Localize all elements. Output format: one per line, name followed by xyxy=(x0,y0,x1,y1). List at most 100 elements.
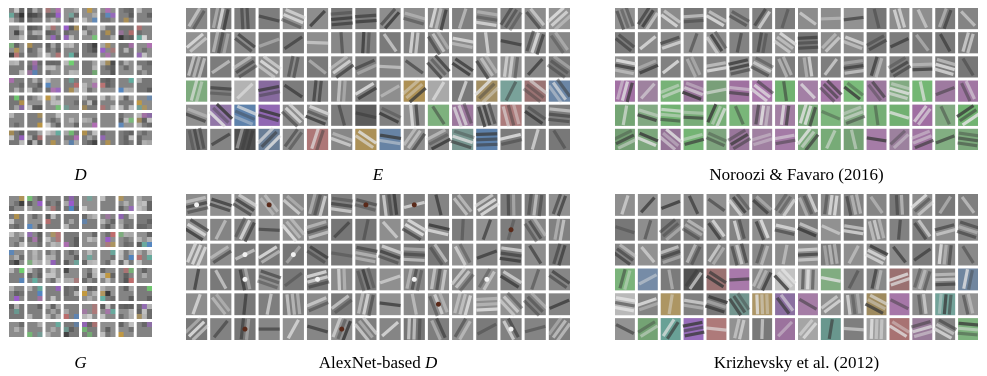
filter-grid-e xyxy=(186,8,570,150)
filter-tile xyxy=(658,56,683,78)
filter-tile xyxy=(817,218,845,241)
filter-tile xyxy=(728,268,750,291)
filter-tile xyxy=(45,286,61,301)
filter-tile xyxy=(186,126,208,150)
filter-tile xyxy=(958,54,978,80)
filter-tile xyxy=(118,250,134,265)
filter-tile xyxy=(27,196,43,211)
filter-tile xyxy=(27,60,43,75)
filter-tile xyxy=(797,243,819,266)
filter-tile xyxy=(637,217,658,243)
filter-tile xyxy=(427,314,450,340)
filter-tile xyxy=(351,56,380,78)
filter-tile xyxy=(27,286,43,301)
filter-tile xyxy=(63,286,79,301)
filter-tile xyxy=(634,268,661,291)
filter-tile xyxy=(136,250,152,265)
filter-tile xyxy=(233,79,257,103)
filter-tile xyxy=(656,125,686,150)
filter-tile xyxy=(820,8,842,30)
filter-tile xyxy=(548,241,570,268)
filter-tile xyxy=(118,95,134,110)
filter-tile xyxy=(375,104,405,126)
filter-tile xyxy=(910,216,934,244)
filter-tile xyxy=(633,318,662,340)
filter-tile xyxy=(817,292,845,316)
filter-tile xyxy=(475,293,498,316)
filter-tile xyxy=(210,265,232,294)
filter-tile xyxy=(329,194,354,216)
filter-tile xyxy=(377,318,403,340)
filter-tile xyxy=(63,250,79,265)
filter-tile xyxy=(909,243,935,266)
filter-tile xyxy=(729,30,750,55)
filter-tile xyxy=(45,78,61,93)
filter-tile xyxy=(45,214,61,229)
filter-tile xyxy=(729,217,750,243)
filter-tile xyxy=(45,95,61,110)
filter-tile xyxy=(377,128,403,150)
filter-tile xyxy=(279,8,308,31)
filter-tile xyxy=(865,128,889,150)
filter-tile xyxy=(932,128,959,150)
filter-tile xyxy=(500,102,522,129)
filter-tile xyxy=(27,113,43,128)
filter-tile xyxy=(9,322,25,337)
filter-tile xyxy=(136,286,152,301)
filter-tile xyxy=(63,60,79,75)
filter-tile xyxy=(423,51,454,82)
filter-tile xyxy=(351,127,381,150)
filter-tile xyxy=(234,126,256,150)
filter-tile xyxy=(82,322,98,337)
filter-tile xyxy=(63,322,79,337)
filter-tile xyxy=(866,267,887,292)
filter-tile xyxy=(401,56,428,78)
filter-tile xyxy=(63,25,79,40)
filter-tile xyxy=(752,216,773,244)
filter-tile xyxy=(475,128,498,150)
filter-tile xyxy=(45,8,61,23)
filter-tile xyxy=(330,8,354,30)
filter-tile xyxy=(634,128,662,150)
filter-tile xyxy=(840,79,868,103)
filter-tile xyxy=(524,194,546,217)
filter-tile xyxy=(45,43,61,58)
filter-tile xyxy=(752,103,773,127)
filter-tile xyxy=(957,8,978,30)
filter-tile xyxy=(136,60,152,75)
filter-tile xyxy=(100,250,116,265)
filter-tile xyxy=(958,77,978,105)
filter-tile xyxy=(234,8,256,30)
filter-tile xyxy=(682,8,705,30)
filter-tile xyxy=(817,104,845,126)
filter-tile xyxy=(866,318,887,340)
filter-tile xyxy=(45,196,61,211)
filter-tile xyxy=(45,304,61,319)
filter-tile xyxy=(843,293,864,316)
caption-noroozi: Noroozi & Favaro (2016) xyxy=(709,165,884,184)
filter-tile xyxy=(615,293,637,316)
filter-tile xyxy=(615,78,635,104)
filter-tile xyxy=(27,95,43,110)
filter-grid-g xyxy=(9,196,152,337)
filter-tile xyxy=(796,194,820,219)
filter-tile xyxy=(681,318,706,340)
filter-tile xyxy=(794,218,822,241)
filter-tile xyxy=(472,52,501,82)
filter-tile xyxy=(352,194,379,216)
filter-tile xyxy=(843,127,864,150)
filter-tile xyxy=(797,32,819,54)
filter-tile xyxy=(752,293,773,316)
filter-tile xyxy=(704,56,729,78)
filter-tile xyxy=(256,80,282,102)
filter-tile xyxy=(427,77,450,105)
filter-grid-alexnet-svg xyxy=(186,194,570,340)
filter-tile xyxy=(886,268,913,291)
filter-tile xyxy=(843,194,864,217)
filter-tile xyxy=(353,243,379,266)
filter-grid-krizhevsky-svg xyxy=(615,194,978,340)
filter-tile xyxy=(100,8,116,23)
filter-tile xyxy=(635,32,660,54)
filter-tile xyxy=(426,290,451,319)
filter-tile xyxy=(27,232,43,247)
